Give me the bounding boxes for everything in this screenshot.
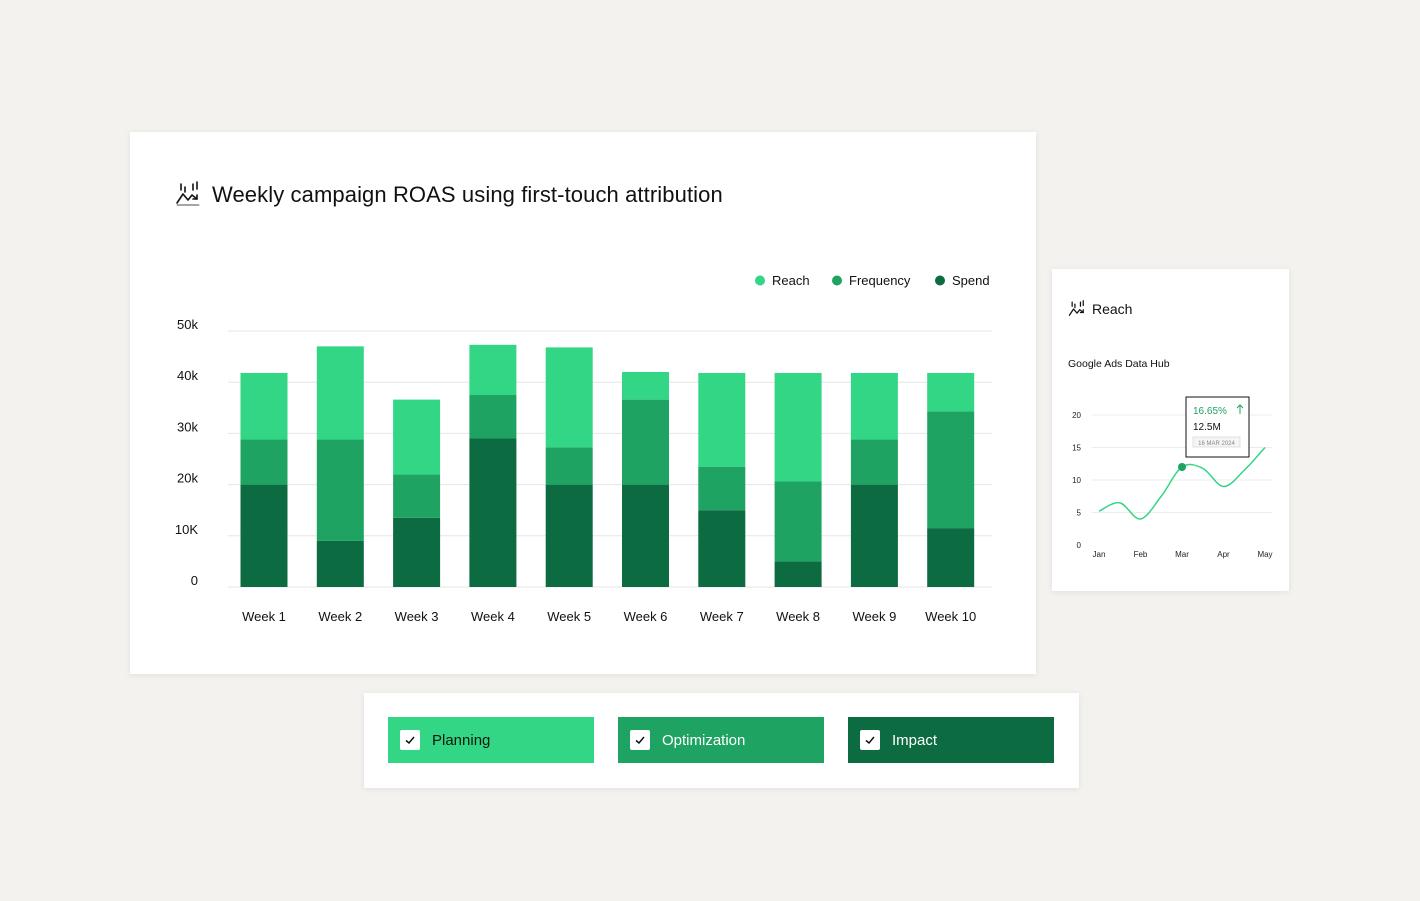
stage-tags: Planning Optimization Impact <box>364 693 1079 788</box>
bar-spend <box>316 540 364 587</box>
bar-reach <box>698 372 746 467</box>
bar-spend <box>240 484 288 587</box>
y-tick-label: 30k <box>177 419 198 434</box>
legend-dot-spend <box>935 275 945 286</box>
bar-frequency <box>240 439 288 485</box>
tooltip-date: 16 MAR 2024 <box>1198 441 1235 447</box>
y-tick-label: 20k <box>177 471 198 486</box>
y-tick-label: 5 <box>1077 509 1082 518</box>
x-tick-label: May <box>1257 550 1272 559</box>
y-tick-label: 20 <box>1072 411 1081 420</box>
bar-frequency <box>698 466 746 511</box>
tooltip-date-badge <box>1192 436 1241 448</box>
bar-frequency <box>774 481 822 562</box>
highlight-point <box>1178 463 1186 471</box>
bar-spend <box>469 438 517 587</box>
tag-label: Impact <box>892 731 938 749</box>
reach-card: Reach Google Ads Data Hub 0 5 10 15 20 Jan Feb… <box>1052 269 1289 591</box>
x-tick-label: Apr <box>1217 550 1230 559</box>
bar-reach <box>393 399 441 475</box>
y-tick-label: 0 <box>1077 541 1082 550</box>
y-tick-label: 40k <box>177 368 198 383</box>
y-tick-label: 10 <box>1072 476 1081 485</box>
growth-chart-icon <box>1068 300 1084 316</box>
legend-label-reach: Reach <box>772 273 810 288</box>
bar-reach <box>316 346 364 440</box>
tag-label: Planning <box>432 731 491 749</box>
x-tick-label: Week 7 <box>700 609 744 624</box>
x-tick-label: Week 10 <box>925 609 976 624</box>
x-tick-label: Week 4 <box>471 609 515 624</box>
x-tick-label: Week 5 <box>547 609 591 624</box>
bar-reach <box>240 372 288 440</box>
reach-title: Reach <box>1092 301 1133 317</box>
x-tick-label: Week 8 <box>776 609 820 624</box>
trend-up-icon <box>1236 404 1244 414</box>
tag-optimization[interactable]: Optimization <box>618 717 824 763</box>
bar-reach <box>927 372 975 412</box>
bar-spend <box>927 528 975 587</box>
y-tick-label: 15 <box>1072 444 1081 453</box>
legend-label-spend: Spend <box>952 273 990 288</box>
bar-frequency <box>622 399 669 485</box>
bar-frequency <box>393 474 441 518</box>
legend-label-frequency: Frequency <box>849 273 911 288</box>
bar-spend <box>698 510 746 587</box>
bar-frequency <box>545 447 593 485</box>
line-chart: 0 5 10 15 20 Jan Feb Mar Apr May 16.65% 12.5M 16 MAR… <box>1072 396 1273 559</box>
x-tick-label: Week 2 <box>318 609 362 624</box>
reach-subtitle: Google Ads Data Hub <box>1068 358 1170 370</box>
bar-spend <box>545 484 593 587</box>
chart-title: Weekly campaign ROAS using first-touch a… <box>212 182 723 207</box>
checkbox-icon[interactable] <box>630 730 650 750</box>
x-tick-label: Mar <box>1175 550 1189 559</box>
bar-reach <box>850 372 898 440</box>
bar-spend <box>774 561 822 587</box>
bar-frequency <box>850 439 898 485</box>
legend-dot-reach <box>755 275 765 286</box>
bar-reach <box>545 347 593 448</box>
bar-spend <box>622 484 669 587</box>
x-tick-label: Feb <box>1134 550 1148 559</box>
checkbox-icon[interactable] <box>400 730 420 750</box>
y-tick-label: 10K <box>175 522 198 537</box>
y-tick-label: 50k <box>177 317 198 332</box>
series-line <box>1098 446 1266 520</box>
legend-dot-frequency <box>832 275 842 286</box>
y-tick-label: 0 <box>191 573 198 588</box>
bar-frequency <box>469 395 517 439</box>
bar-reach <box>774 372 822 482</box>
checkbox-icon[interactable] <box>860 730 880 750</box>
bar-spend <box>850 484 898 587</box>
growth-chart-icon <box>176 181 200 206</box>
bar-spend <box>393 517 441 587</box>
tag-planning[interactable]: Planning <box>388 717 594 763</box>
x-tick-label: Week 6 <box>624 609 668 624</box>
bar-chart: 0 10K 20k 30k 40k 50k Week 1 Week 2 Week 3 Week 4… <box>175 273 992 624</box>
x-tick-label: Week 1 <box>242 609 286 624</box>
x-tick-label: Jan <box>1093 550 1106 559</box>
x-tick-label: Week 9 <box>852 609 896 624</box>
bar-reach <box>622 371 669 400</box>
bar-reach <box>469 344 517 395</box>
bar-frequency <box>316 439 364 541</box>
x-tick-label: Week 3 <box>395 609 439 624</box>
tooltip-percent: 16.65% <box>1193 406 1227 417</box>
bar-frequency <box>927 411 975 529</box>
tag-label: Optimization <box>662 731 746 749</box>
campaign-chart-card: Weekly campaign ROAS using first-touch a… <box>130 132 1036 674</box>
tag-impact[interactable]: Impact <box>848 717 1054 763</box>
tooltip-value: 12.5M <box>1193 422 1221 433</box>
